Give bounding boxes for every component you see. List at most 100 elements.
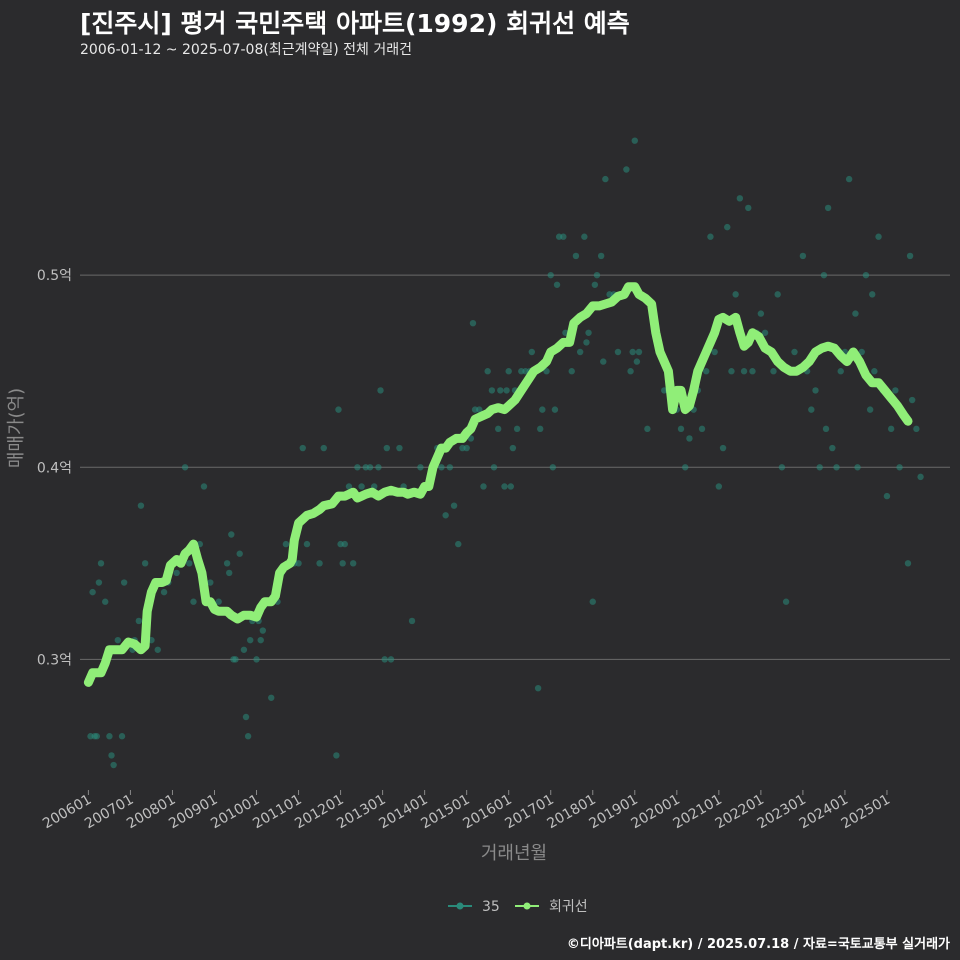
scatter-point (627, 368, 634, 375)
scatter-point (469, 319, 477, 327)
scatter-point (866, 406, 874, 413)
scatter-point (375, 464, 382, 471)
scatter-point (623, 166, 630, 173)
scatter-point (383, 444, 391, 452)
scatter-point (829, 444, 836, 452)
scatter-point (724, 223, 731, 231)
scatter-point (442, 512, 449, 519)
scatter-point (883, 492, 891, 500)
scatter-point (698, 425, 706, 433)
scatter-point (854, 464, 861, 471)
scatter-point (703, 368, 710, 375)
scatter-point (333, 752, 340, 759)
scatter-point (597, 252, 605, 260)
scatter-point (757, 310, 765, 317)
scatter-point (745, 204, 752, 212)
scatter-point (503, 387, 510, 394)
scatter-point (585, 329, 592, 336)
scatter-point (528, 348, 536, 356)
scatter-point (242, 713, 250, 721)
scatter-point (244, 733, 252, 740)
scatter-point (728, 368, 735, 375)
scatter-point (824, 204, 832, 212)
y-axis-title: 매매가(억) (6, 388, 27, 468)
scatter-point (247, 636, 254, 644)
x-axis-title: 거래년월 (481, 843, 547, 864)
scatter-point (799, 252, 807, 260)
scatter-point (871, 368, 878, 375)
scatter-point (892, 387, 899, 394)
scatter-point (537, 425, 544, 433)
scatter-point (207, 579, 214, 586)
chart-subtitle: 2006-01-12 ~ 2025-07-08(최근계약일) 전체 거래건 (80, 42, 412, 58)
scatter-point (295, 560, 302, 567)
regression-series (83, 282, 913, 687)
scatter-point (808, 406, 815, 413)
x-tick-label: 202501 (839, 792, 893, 833)
grid-lines (80, 274, 950, 660)
scatter-point (438, 464, 445, 471)
scatter-point (749, 368, 756, 375)
scatter-point (232, 656, 239, 663)
scatter-point (141, 560, 149, 567)
scatter-point (396, 444, 403, 452)
scatter-point (450, 502, 458, 509)
y-tick-label: 0.4억 (37, 460, 72, 476)
scatter-point (106, 733, 113, 740)
scatter-point (226, 569, 233, 577)
scatter-point (917, 473, 924, 481)
scatter-point (719, 444, 727, 452)
scatter-point (253, 656, 260, 663)
scatter-point (476, 406, 483, 413)
scatter-point (494, 425, 502, 433)
scatter-point (299, 444, 306, 452)
scatter-point (682, 464, 689, 471)
scatter-point (377, 387, 384, 394)
scatter-point (108, 752, 115, 759)
scatter-point (812, 387, 819, 394)
y-tick-label: 0.3억 (37, 652, 72, 668)
scatter-point (732, 291, 739, 298)
scatter-point (366, 464, 374, 471)
scatter-point (93, 733, 101, 740)
scatter-point (816, 464, 823, 471)
scatter-point (490, 464, 498, 471)
scatter-point (339, 560, 346, 567)
scatter-point (600, 358, 607, 365)
scatter-point (480, 483, 487, 490)
scatter-point (160, 588, 168, 596)
chart-title: [진주시] 평거 국민주택 아파트(1992) 회귀선 예측 (80, 9, 630, 38)
scatter-point (629, 348, 636, 356)
scatter-point (181, 464, 189, 471)
scatter-point (904, 560, 912, 567)
scatter-point (549, 464, 557, 471)
scatter-point (635, 348, 643, 356)
scatter-point (186, 560, 193, 567)
scatter-point (791, 348, 798, 356)
scatter-point (547, 271, 554, 279)
scatter-point (223, 560, 231, 567)
scatter-point (345, 483, 353, 490)
scatter-point (154, 646, 161, 653)
scatter-point (539, 406, 546, 413)
scatter-point (770, 368, 777, 375)
scatter-point (97, 560, 105, 567)
scatter-point (467, 435, 475, 442)
scatter-point (591, 281, 599, 288)
legend-label-35: 35 (482, 899, 500, 915)
scatter-point (114, 636, 122, 644)
scatter-point (822, 425, 830, 433)
scatter-point (593, 271, 601, 279)
scatter-point (268, 694, 275, 701)
scatter-point (95, 579, 103, 586)
scatter-point (551, 406, 559, 413)
scatter-point (837, 368, 844, 375)
scatter-point (137, 502, 145, 509)
scatter-point (589, 598, 596, 605)
scatter-point (896, 464, 903, 471)
scatter-point (215, 598, 222, 605)
scatter-point (501, 483, 508, 490)
legend: 35 회귀선 (448, 899, 588, 915)
scatter-point (335, 406, 342, 413)
scatter-point (408, 617, 416, 625)
